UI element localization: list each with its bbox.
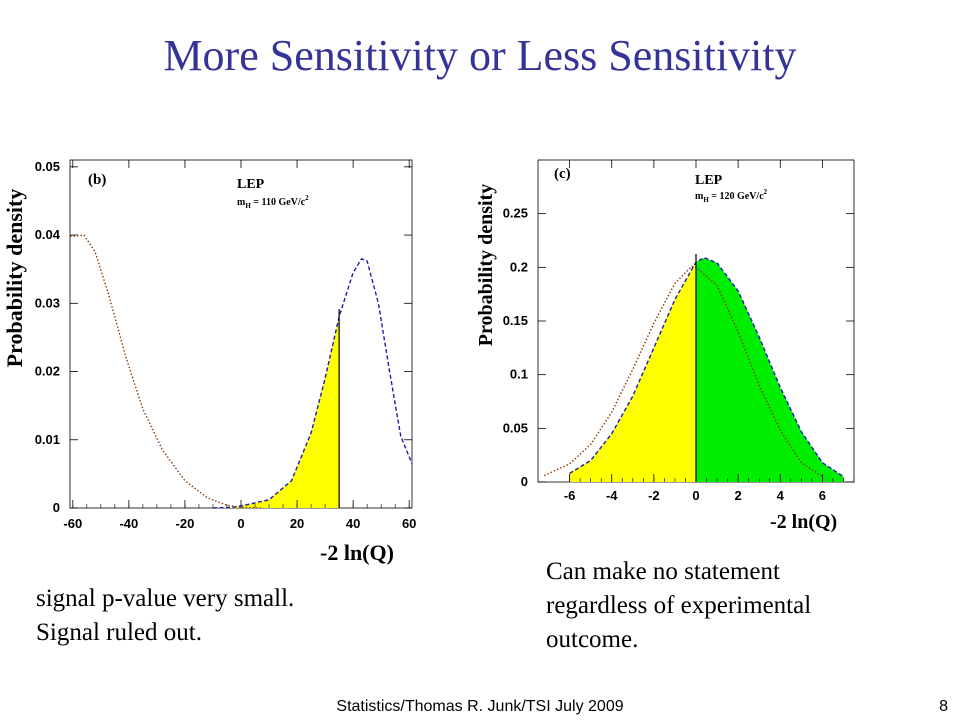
caption-left-line-2: Signal ruled out. xyxy=(36,619,202,646)
x-axis-title-c: -2 ln(Q) xyxy=(770,511,837,533)
background-curve-c xyxy=(544,265,823,478)
y-tick-label-b-5: 0.05 xyxy=(35,159,60,174)
ticks-group-b: -60 -40 -20 0 20 40 60 0 0.01 0.02 0.03 0.04 0.05 xyxy=(35,159,417,531)
mass-label-c: mH = 120 GeV/c2 xyxy=(695,188,768,204)
shaded-region-c-1 xyxy=(696,258,844,482)
curves-group-c xyxy=(544,256,844,478)
slide-number: 8 xyxy=(939,698,948,715)
plot-area-b: -60 -40 -20 0 20 40 60 0 0.01 0.02 0.03 0.04 0.05 xyxy=(35,159,417,531)
x-tick-label-b-4: 20 xyxy=(290,516,304,531)
caption-right-line-2: regardless of experimental xyxy=(546,592,812,619)
y-tick-label-c-0: 0 xyxy=(521,474,528,489)
x-tick-label-c-1: -4 xyxy=(606,488,618,503)
caption-left: signal p-value very small. Signal ruled … xyxy=(36,582,294,650)
caption-right: Can make no statement regardless of expe… xyxy=(546,555,811,657)
panel-label-b: (b) xyxy=(88,172,106,188)
shaded-region-c-0 xyxy=(569,262,696,482)
shaded-region-b-0 xyxy=(213,316,340,508)
slide-title: More Sensitivity or Less Sensitivity xyxy=(163,31,797,80)
y-tick-label-c-5: 0.25 xyxy=(503,206,528,221)
x-tick-label-c-5: 4 xyxy=(777,488,785,503)
y-axis-title-c: Probability density xyxy=(475,184,497,346)
x-tick-label-c-4: 2 xyxy=(735,488,742,503)
caption-right-line-1: Can make no statement xyxy=(546,558,780,585)
y-tick-label-c-2: 0.1 xyxy=(510,367,528,382)
x-tick-label-c-0: -6 xyxy=(564,488,576,503)
x-tick-label-c-6: 6 xyxy=(819,488,826,503)
frame-b xyxy=(69,159,413,509)
x-tick-label-b-6: 60 xyxy=(402,516,416,531)
y-tick-label-c-4: 0.2 xyxy=(510,259,528,274)
x-tick-label-b-5: 40 xyxy=(346,516,360,531)
x-axis-title-b: -2 ln(Q) xyxy=(320,540,394,565)
y-tick-label-c-3: 0.15 xyxy=(503,313,528,328)
experiment-label-b: LEP xyxy=(237,177,265,192)
x-tick-label-b-3: 0 xyxy=(237,516,244,531)
x-tick-label-b-2: -20 xyxy=(176,516,195,531)
caption-right-line-3: outcome. xyxy=(546,626,639,653)
panel-label-c: (c) xyxy=(554,166,571,182)
x-tick-label-c-2: -2 xyxy=(648,488,660,503)
y-axis-title-b: Probability density xyxy=(2,189,27,368)
background-curve-b xyxy=(69,234,264,509)
x-tick-label-c-3: 0 xyxy=(692,488,699,503)
footer: Statistics/Thomas R. Junk/TSI July 2009 xyxy=(336,698,624,715)
plot-area-c: -6 -4 -2 0 2 4 6 0 0.05 0.1 0.15 0.2 0.25 xyxy=(503,159,855,503)
mass-label-b: mH = 110 GeV/c2 xyxy=(237,194,309,210)
y-tick-label-b-0: 0 xyxy=(53,500,60,515)
y-tick-label-b-1: 0.01 xyxy=(35,432,60,447)
y-tick-label-c-1: 0.05 xyxy=(503,420,528,435)
caption-left-line-1: signal p-value very small. xyxy=(36,585,295,612)
y-tick-label-b-4: 0.04 xyxy=(35,227,61,242)
curves-group-b xyxy=(69,234,413,509)
ticks-group-c: -6 -4 -2 0 2 4 6 0 0.05 0.1 0.15 0.2 0.25 xyxy=(503,160,855,503)
shaded-region-group-b xyxy=(213,316,340,508)
chart-c: -6 -4 -2 0 2 4 6 0 0.05 0.1 0.15 0.2 0.25 (c) LEP mH… xyxy=(475,159,855,533)
signal-curve-c xyxy=(569,256,844,478)
x-tick-label-b-0: -60 xyxy=(63,516,82,531)
y-tick-label-b-2: 0.02 xyxy=(35,364,60,379)
chart-b: -60 -40 -20 0 20 40 60 0 0.01 0.02 0.03 0.04 0.05 (b… xyxy=(2,159,417,565)
shaded-region-group-c xyxy=(569,258,844,482)
x-tick-label-b-1: -40 xyxy=(119,516,138,531)
y-tick-label-b-3: 0.03 xyxy=(35,295,60,310)
experiment-label-c: LEP xyxy=(695,173,723,188)
